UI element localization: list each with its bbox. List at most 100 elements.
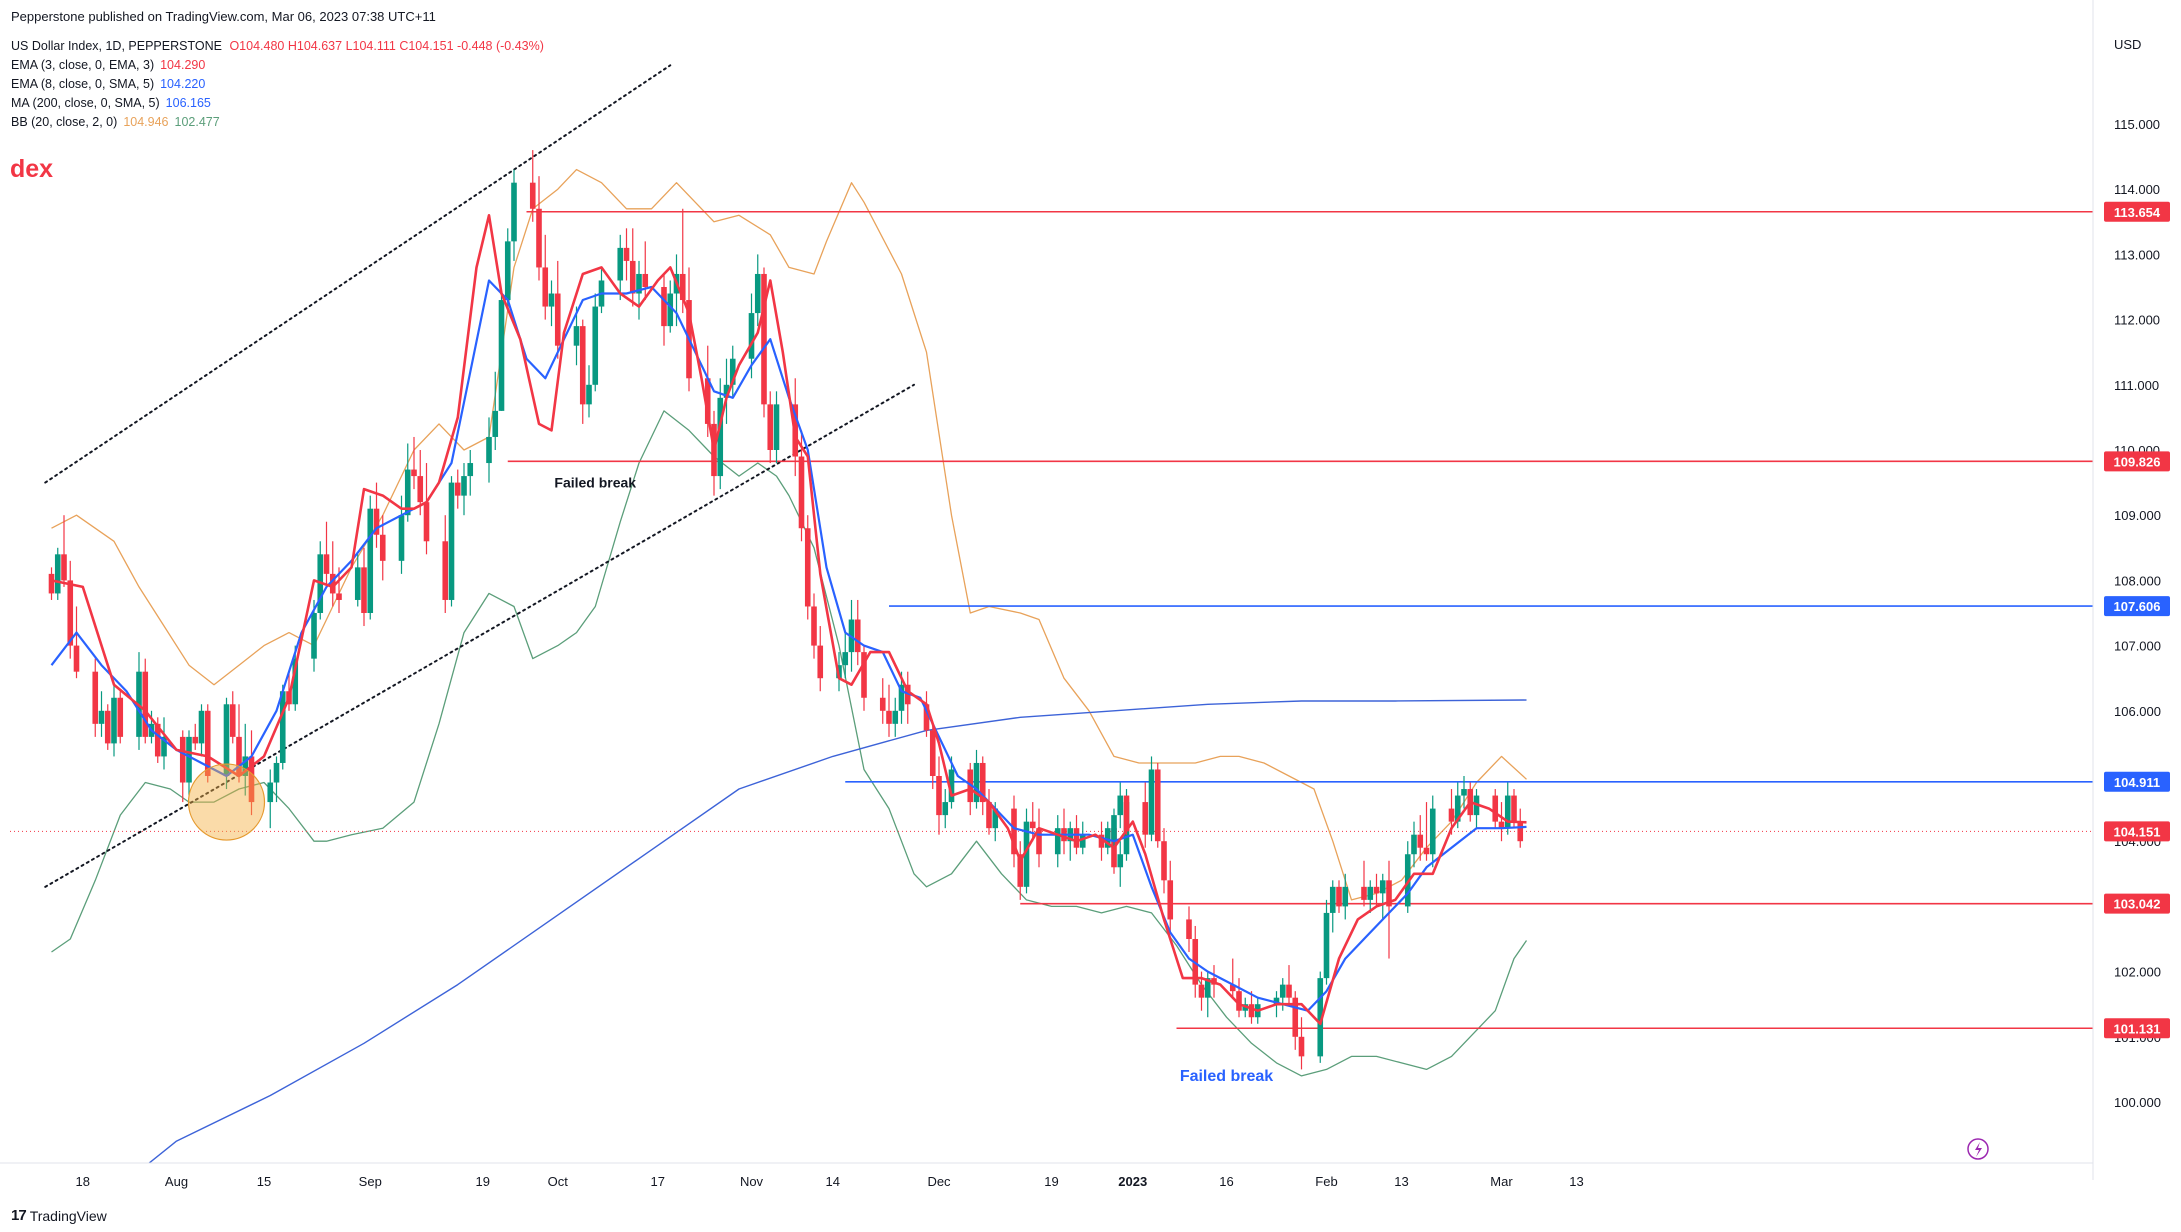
candle-body: [1017, 854, 1024, 887]
candle: [486, 417, 492, 483]
candle: [761, 267, 767, 418]
price-badge-bg: [2104, 893, 2170, 914]
candle: [1117, 782, 1124, 829]
candle: [1236, 978, 1242, 1018]
candle: [92, 658, 99, 737]
candle: [1379, 873, 1386, 920]
candle: [1492, 789, 1499, 829]
tradingview-logo-text: TradingView: [29, 1207, 107, 1224]
candle: [161, 717, 167, 770]
candle-body: [423, 502, 430, 542]
trendline-1: [44, 64, 672, 484]
indicator-bb[interactable]: BB (20, close, 2, 0) 104.946 102.477: [11, 115, 220, 129]
candle: [292, 645, 299, 711]
candle-body: [1361, 886, 1367, 900]
candle-body: [811, 606, 817, 646]
candle: [529, 150, 536, 222]
candle-body: [1317, 978, 1324, 1057]
time-tick-label: 13: [1569, 1174, 1583, 1189]
price-badge-label: 103.042: [2114, 897, 2161, 912]
candle-body: [367, 508, 374, 613]
candle: [267, 769, 274, 829]
candle-body: [498, 300, 505, 411]
price-badge: 103.042: [2104, 893, 2170, 914]
time-tick-label: Sep: [359, 1174, 382, 1189]
candle-body: [629, 260, 636, 294]
price-tick-label: 115.000: [2114, 117, 2160, 132]
indicator-ema8[interactable]: EMA (8, close, 0, SMA, 5) 104.220: [11, 77, 205, 91]
candle: [61, 515, 67, 587]
candle: [773, 391, 780, 464]
candle-body: [54, 554, 61, 594]
candle-body: [511, 182, 517, 242]
candle-body: [161, 736, 167, 757]
time-tick-label: 16: [1219, 1174, 1233, 1189]
candle-body: [223, 704, 230, 776]
candle-body: [804, 528, 811, 607]
candle: [979, 756, 986, 816]
candle: [461, 463, 467, 516]
candle-body: [661, 287, 667, 327]
price-badge-label: 109.826: [2114, 454, 2161, 469]
candle: [598, 267, 605, 314]
price-tick-label: 107.000: [2114, 639, 2161, 654]
lightning-icon[interactable]: [1967, 1138, 1989, 1160]
candle: [1423, 802, 1430, 861]
price-badge-label: 101.131: [2114, 1021, 2161, 1036]
indicator-ma200[interactable]: MA (200, close, 0, SMA, 5) 106.165: [11, 96, 211, 110]
candle: [54, 547, 61, 600]
candle: [586, 365, 592, 418]
indicator-value-lower: 102.477: [174, 115, 220, 129]
candle: [623, 228, 630, 281]
indicator-ema3[interactable]: EMA (3, close, 0, EMA, 3) 104.290: [11, 58, 205, 72]
candle: [1054, 815, 1061, 868]
candle: [536, 176, 542, 281]
ohlc-open: O104.480: [229, 39, 285, 53]
candle: [229, 691, 236, 744]
candle-body: [861, 652, 867, 698]
candle: [1186, 906, 1192, 953]
candle: [861, 645, 867, 711]
candle: [573, 306, 580, 366]
candle-body: [1117, 795, 1124, 816]
candle: [504, 228, 511, 307]
candle: [1329, 880, 1336, 933]
ohlc-change: -0.448 (-0.43%): [457, 39, 544, 53]
candle: [1117, 841, 1124, 887]
candle-body: [1417, 834, 1424, 848]
candle-body: [1373, 886, 1380, 894]
candle: [811, 593, 817, 659]
candle: [354, 554, 361, 607]
candle: [361, 547, 367, 627]
candle-body: [373, 508, 380, 535]
candle-body: [704, 378, 711, 424]
candle-body: [467, 463, 474, 477]
candle-body: [1279, 984, 1286, 998]
tradingview-logo[interactable]: 17 TradingView: [11, 1207, 107, 1224]
ma200-line: [148, 699, 1527, 1163]
price-badge-bg: [2104, 451, 2170, 472]
candle: [98, 691, 105, 737]
candle: [817, 626, 824, 692]
candle-body: [1123, 795, 1130, 832]
candle: [1373, 873, 1380, 907]
candle-body: [61, 554, 67, 581]
bb-lower-line: [51, 410, 1528, 1077]
candle-body: [411, 469, 417, 477]
candle-body: [1342, 886, 1349, 907]
candle-body: [1292, 997, 1299, 1037]
candle-body: [754, 273, 761, 314]
candle: [1367, 880, 1374, 913]
candle-body: [948, 769, 955, 803]
candle-body: [886, 710, 892, 724]
time-tick-label: 15: [257, 1174, 271, 1189]
candle-body: [311, 613, 317, 659]
time-tick-label: Feb: [1315, 1174, 1337, 1189]
candle-body: [1029, 821, 1036, 829]
price-badge-bg: [2104, 1018, 2170, 1039]
candle: [542, 234, 549, 320]
candle: [661, 273, 667, 346]
candle-body: [279, 691, 286, 763]
candle-body: [536, 208, 542, 268]
